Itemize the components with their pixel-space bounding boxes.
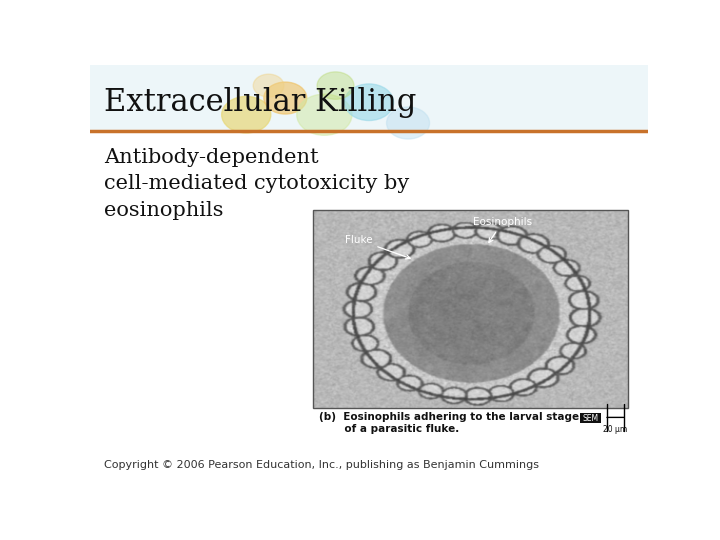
Circle shape <box>253 74 284 97</box>
Circle shape <box>222 97 271 133</box>
Text: Copyright © 2006 Pearson Education, Inc., publishing as Benjamin Cummings: Copyright © 2006 Pearson Education, Inc.… <box>104 460 539 470</box>
Text: Fluke: Fluke <box>345 235 410 259</box>
Bar <box>90 65 648 131</box>
Bar <box>580 413 600 423</box>
Text: SEM: SEM <box>582 414 598 422</box>
Text: Antibody-dependent
cell-mediated cytotoxicity by
eosinophils: Antibody-dependent cell-mediated cytotox… <box>104 148 409 220</box>
Text: Extracellular Killing: Extracellular Killing <box>104 87 416 118</box>
Circle shape <box>297 94 352 136</box>
Circle shape <box>317 72 354 99</box>
Bar <box>313 211 629 408</box>
Text: 20 µm: 20 µm <box>603 425 627 434</box>
Circle shape <box>264 82 307 114</box>
Circle shape <box>344 84 394 120</box>
Text: Eosinophils: Eosinophils <box>473 217 532 242</box>
Text: (b)  Eosinophils adhering to the larval stage
       of a parasitic fluke.: (b) Eosinophils adhering to the larval s… <box>319 412 579 434</box>
Circle shape <box>387 107 430 139</box>
